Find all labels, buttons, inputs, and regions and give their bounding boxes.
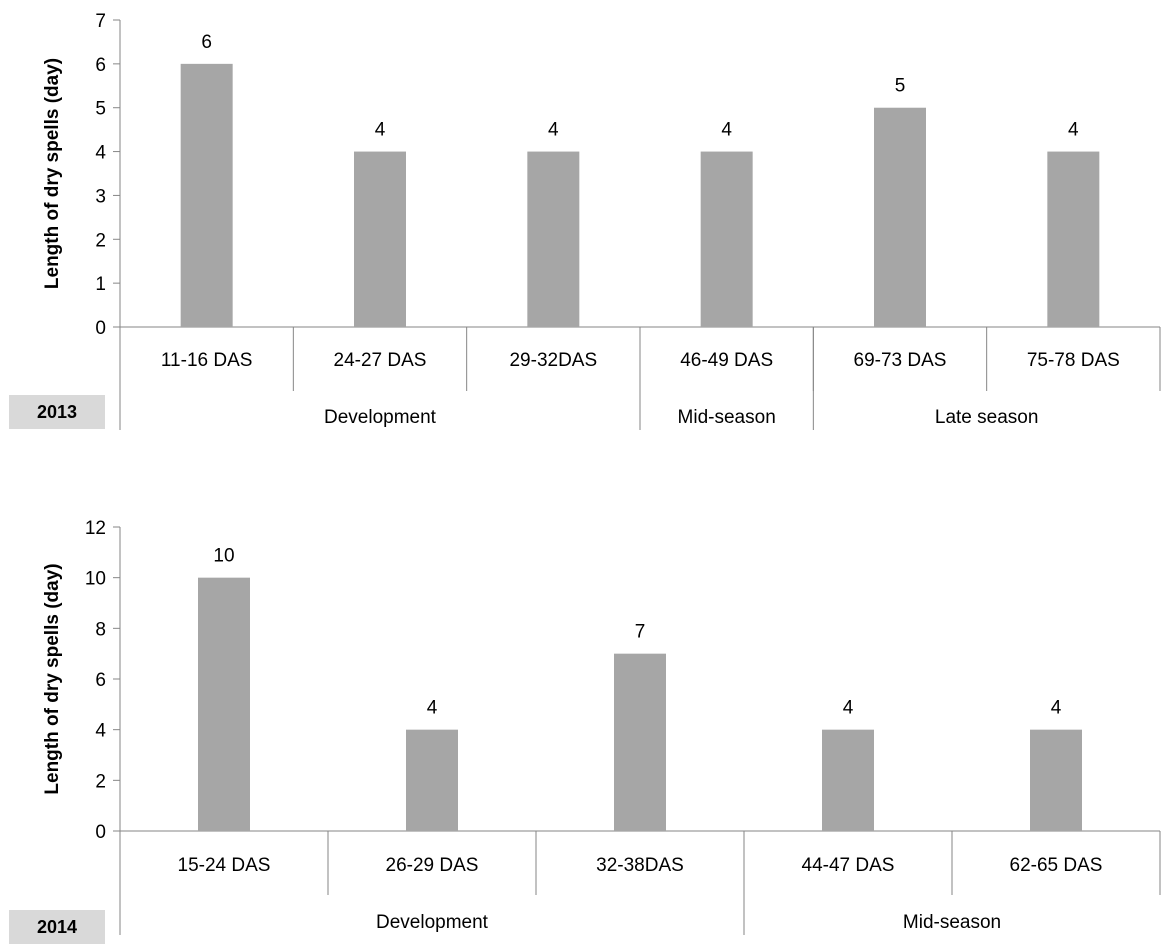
y-tick-label: 8 xyxy=(95,619,106,640)
chart-2014: 0 2 4 6 8 10 12 Length of dry spells (day) 10 15-… xyxy=(0,505,1171,944)
y-tick-label: 2 xyxy=(95,771,106,792)
bar xyxy=(1030,729,1082,831)
data-label: 4 xyxy=(1068,120,1079,141)
y-tick-label: 6 xyxy=(95,55,106,76)
bar xyxy=(198,577,250,831)
group-label: Mid-season xyxy=(678,407,776,428)
bar xyxy=(822,729,874,831)
data-label: 5 xyxy=(895,76,906,97)
panel-label-2014: 2014 xyxy=(9,910,105,944)
data-label: 4 xyxy=(843,698,854,719)
y-tick-label: 5 xyxy=(95,99,106,120)
data-label: 7 xyxy=(635,622,646,643)
bar xyxy=(1047,151,1100,327)
group-label: Development xyxy=(376,912,489,933)
category-label: 32-38DAS xyxy=(596,855,684,876)
chart-2013: 0 1 2 3 4 5 6 7 Length of dry spells (day) 6 11-16… xyxy=(0,0,1171,450)
y-tick-label: 2 xyxy=(95,230,106,251)
y-tick-label: 10 xyxy=(85,569,106,590)
group-label: Development xyxy=(324,407,437,428)
chart-2013-svg: 0 1 2 3 4 5 6 7 Length of dry spells (day) 6 11-16… xyxy=(42,11,1161,430)
data-label: 4 xyxy=(548,120,559,141)
y-tick-label: 4 xyxy=(95,721,106,742)
group-label: Late season xyxy=(935,407,1039,428)
bar xyxy=(874,107,926,327)
category-label: 62-65 DAS xyxy=(1010,855,1103,876)
category-label: 11-16 DAS xyxy=(161,350,253,371)
category-label: 24-27 DAS xyxy=(334,350,427,371)
data-label: 4 xyxy=(427,698,438,719)
y-tick-label: 0 xyxy=(95,822,106,843)
bar xyxy=(406,729,458,831)
category-label: 44-47 DAS xyxy=(802,855,895,876)
y-tick-label: 0 xyxy=(95,318,106,339)
category-label: 69-73 DAS xyxy=(854,350,947,371)
category-label: 15-24 DAS xyxy=(178,855,271,876)
bar xyxy=(354,151,406,327)
y-tick-label: 1 xyxy=(95,274,106,295)
group-label: Mid-season xyxy=(903,912,1001,933)
data-label: 4 xyxy=(1051,698,1062,719)
data-label: 10 xyxy=(213,546,234,567)
bar xyxy=(614,653,666,831)
y-tick-label: 4 xyxy=(95,143,106,164)
y-tick-label: 6 xyxy=(95,670,106,691)
bar xyxy=(527,151,580,327)
category-label: 46-49 DAS xyxy=(680,350,773,371)
data-label: 4 xyxy=(375,120,386,141)
panel-label-2013: 2013 xyxy=(9,395,105,429)
data-label: 4 xyxy=(721,120,732,141)
bar xyxy=(180,63,233,327)
y-tick-label: 12 xyxy=(85,518,106,539)
category-label: 29-32DAS xyxy=(509,350,597,371)
chart-2014-svg: 0 2 4 6 8 10 12 Length of dry spells (day) 10 15-… xyxy=(42,518,1161,935)
y-axis-title: Length of dry spells (day) xyxy=(42,58,63,289)
y-tick-label: 7 xyxy=(95,11,106,32)
y-axis-title: Length of dry spells (day) xyxy=(42,563,63,794)
category-label: 26-29 DAS xyxy=(386,855,479,876)
data-label: 6 xyxy=(201,32,212,53)
category-label: 75-78 DAS xyxy=(1027,350,1120,371)
bar xyxy=(700,151,753,327)
y-tick-label: 3 xyxy=(95,186,106,207)
